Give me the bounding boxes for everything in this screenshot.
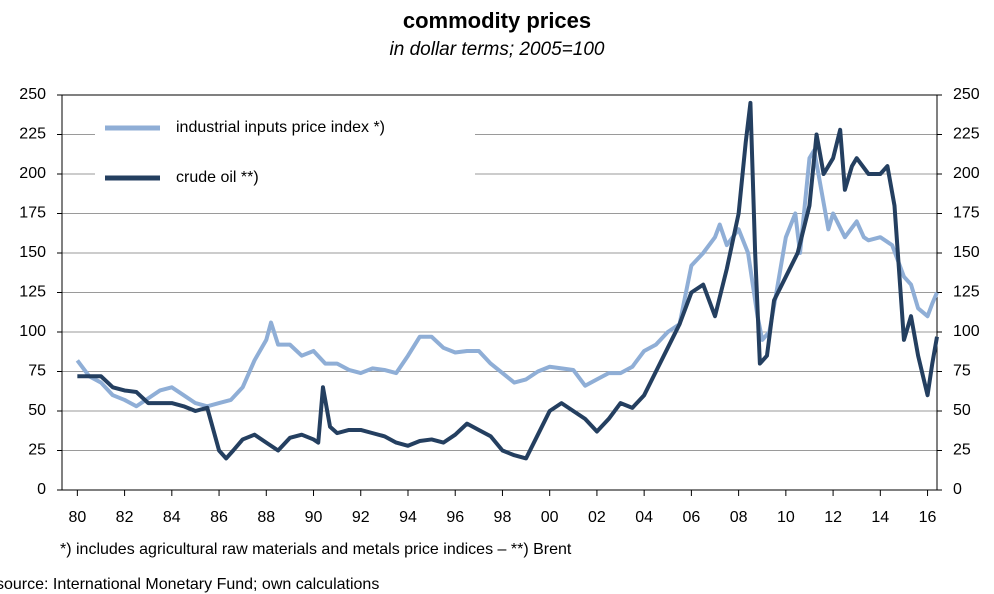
y-tick-label: 175	[19, 205, 46, 222]
chart-subtitle: in dollar terms; 2005=100	[390, 39, 605, 60]
y2-tick-label: 75	[953, 363, 971, 380]
x-tick-label: 00	[541, 509, 559, 526]
y2-tick-label: 25	[953, 442, 971, 459]
x-tick-label: 14	[871, 509, 889, 526]
line-series	[75, 148, 939, 409]
y-tick-label: 250	[19, 86, 46, 103]
x-tick-label: 88	[257, 509, 275, 526]
y2-tick-label: 0	[953, 481, 962, 498]
y-tick-label: 125	[19, 284, 46, 301]
y2-tick-label: 100	[953, 323, 980, 340]
y-tick-label: 150	[19, 244, 46, 261]
y-tick-label: 100	[19, 323, 46, 340]
y2-tick-label: 200	[953, 165, 980, 182]
line-series	[77, 100, 939, 461]
x-tick-label: 92	[352, 509, 370, 526]
x-tick-label: 06	[682, 509, 700, 526]
y2-tick-label: 250	[953, 86, 980, 103]
x-tick-label: 90	[305, 509, 323, 526]
x-tick-label: 08	[730, 509, 748, 526]
legend-box	[95, 110, 475, 200]
footnote: *) includes agricultural raw materials a…	[60, 541, 572, 558]
y-tick-label: 50	[28, 402, 46, 419]
legend-label: industrial inputs price index *)	[176, 119, 385, 136]
x-tick-label: 96	[446, 509, 464, 526]
chart-title: commodity prices	[403, 8, 591, 33]
x-tick-label: 82	[116, 509, 134, 526]
x-tick-label: 16	[919, 509, 937, 526]
x-tick-label: 84	[163, 509, 181, 526]
y-tick-label: 75	[28, 363, 46, 380]
y2-tick-label: 125	[953, 284, 980, 301]
y2-tick-label: 50	[953, 402, 971, 419]
y2-tick-label: 175	[953, 205, 980, 222]
x-tick-label: 04	[635, 509, 653, 526]
x-tick-label: 98	[494, 509, 512, 526]
x-tick-label: 12	[824, 509, 842, 526]
y-tick-label: 25	[28, 442, 46, 459]
y2-tick-label: 225	[953, 126, 980, 143]
x-tick-label: 94	[399, 509, 417, 526]
legend-label: crude oil **)	[176, 169, 259, 186]
x-tick-label: 86	[210, 509, 228, 526]
y2-tick-label: 150	[953, 244, 980, 261]
source: source: International Monetary Fund; own…	[0, 576, 379, 593]
y-tick-label: 225	[19, 126, 46, 143]
x-tick-label: 10	[777, 509, 795, 526]
y-tick-label: 200	[19, 165, 46, 182]
x-tick-label: 02	[588, 509, 606, 526]
x-tick-label: 80	[68, 509, 86, 526]
y-tick-label: 0	[37, 481, 46, 498]
